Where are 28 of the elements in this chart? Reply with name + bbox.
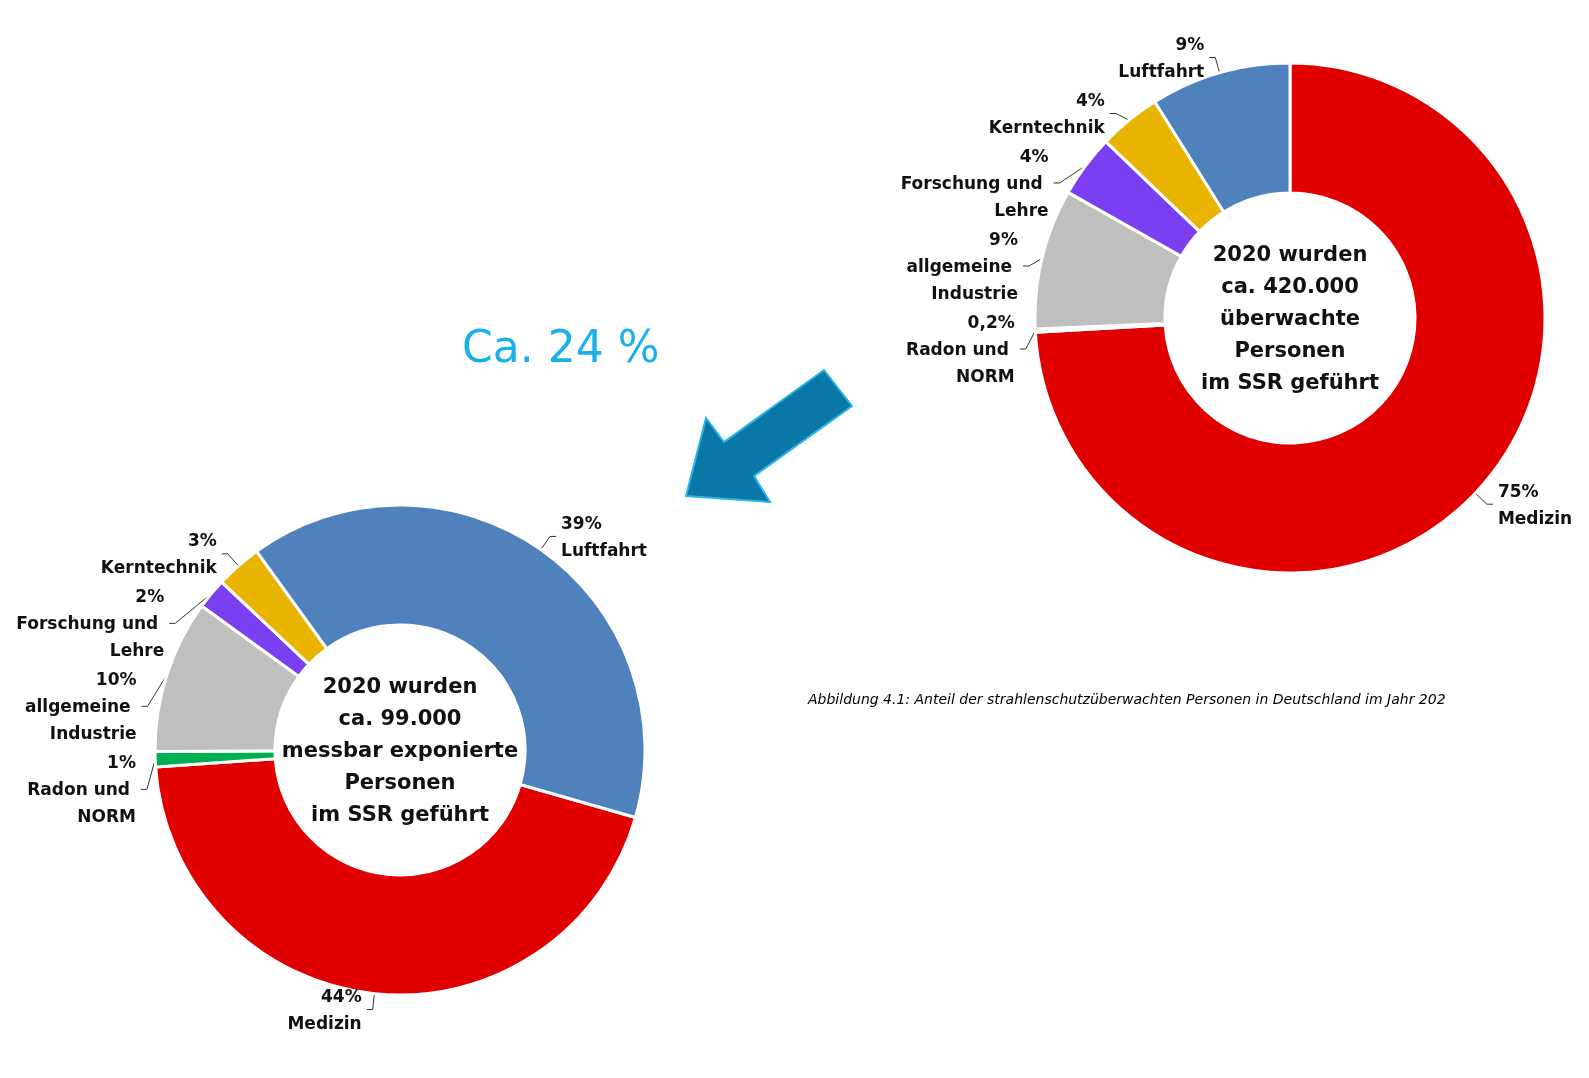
data-label: 39%	[561, 512, 602, 533]
data-label: 4%	[1075, 90, 1105, 111]
slice-label: Forschung und Lehre	[16, 613, 165, 661]
text: Ca. 24 %	[462, 320, 660, 372]
text: Abbildung 4.1: Anteil der strahlenschutzüberwachten Personen in Deutschland im Jahr 202	[807, 691, 1446, 707]
data-label: 9%	[989, 229, 1018, 250]
slice-label: allgemeine Industrie	[25, 696, 137, 744]
slice-label: Luftfahrt	[1118, 61, 1205, 82]
slice-label: Medizin	[1497, 507, 1573, 528]
data-label: 1%	[107, 752, 136, 773]
data-label: 10%	[95, 669, 137, 690]
data-label: 3%	[187, 530, 217, 551]
data-label: 9%	[1175, 34, 1205, 55]
data-label: 2%	[135, 586, 165, 607]
data-label: 0,2%	[967, 312, 1015, 333]
data-label: 44%	[321, 986, 362, 1007]
data-label: 75%	[1497, 480, 1539, 501]
slice-label: Radon und NORM	[906, 339, 1015, 387]
slice-label: Kerntechnik	[100, 557, 218, 578]
slice-label: Luftfahrt	[561, 539, 647, 560]
slice-label: Forschung und Lehre	[900, 173, 1049, 221]
text: 2020 wurden ca. 99.000 messbar exponierte Personen im SSR geführt	[281, 674, 519, 826]
slice-label: Radon und NORM	[27, 779, 136, 827]
slice-label: allgemeine Industrie	[906, 256, 1018, 304]
slice-label: Medizin	[287, 1013, 362, 1034]
data-label: 4%	[1019, 146, 1049, 167]
slice-label: Kerntechnik	[988, 117, 1106, 138]
text: 2020 wurden ca. 420.000 überwachte Personen im SSR geführt	[1201, 242, 1379, 394]
